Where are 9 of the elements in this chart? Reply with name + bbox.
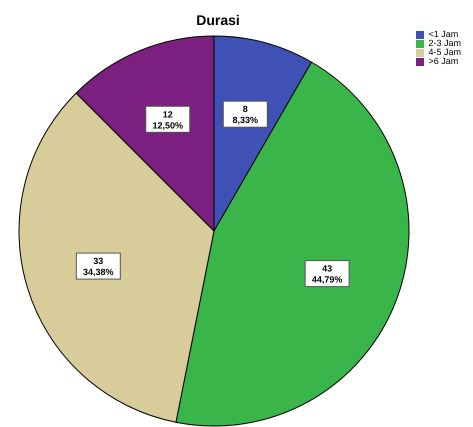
legend-label: >6 Jam: [428, 56, 458, 66]
legend-label: 4-5 Jam: [428, 47, 461, 57]
data-label: 43 44,79%: [312, 264, 342, 285]
data-label: 33 34,38%: [83, 256, 114, 278]
chart-title: Durasi: [195, 12, 241, 28]
data-label: 8 8,33%: [232, 104, 258, 126]
data-label: 12 12,50%: [152, 109, 183, 130]
legend-label: 2-3 Jam: [428, 38, 461, 48]
legend-label: <1 Jam: [428, 29, 458, 39]
